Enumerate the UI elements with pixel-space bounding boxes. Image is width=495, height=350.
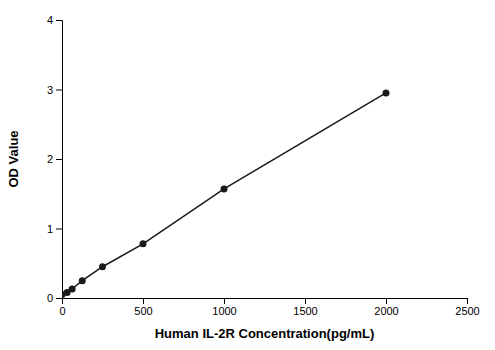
tick: 500 (134, 298, 152, 317)
tick-label: 3 (47, 84, 53, 96)
tick-mark (56, 298, 62, 299)
tick-mark (386, 298, 387, 304)
tick-label: 2000 (374, 305, 398, 317)
tick-label: 500 (134, 305, 152, 317)
tick: 3 (47, 84, 62, 96)
series (62, 89, 390, 298)
tick-mark (56, 90, 62, 91)
line (62, 93, 386, 295)
tick-mark (305, 298, 306, 304)
tick: 1500 (293, 298, 317, 317)
tick-mark (56, 159, 62, 160)
tick: 1000 (212, 298, 236, 317)
tick-label: 2500 (455, 305, 479, 317)
tick: 0 (47, 292, 62, 304)
point (383, 89, 390, 96)
tick: 2 (47, 153, 62, 165)
tick-label: 0 (59, 305, 65, 317)
point (99, 263, 106, 270)
point (221, 185, 228, 192)
point (69, 285, 76, 292)
tick-mark (224, 298, 225, 304)
tick-label: 1500 (293, 305, 317, 317)
axis-line (63, 299, 468, 305)
tick: 4 (47, 14, 62, 26)
tick-mark (56, 229, 62, 230)
tick: 1 (47, 223, 62, 235)
tick-label: 0 (47, 292, 53, 304)
y-axis: 0 1 2 3 4 (47, 14, 63, 304)
axis-line (56, 21, 63, 299)
plot: 0 500 1000 1500 2000 2500 0 1 2 3 4 (47, 14, 480, 317)
tick-mark (143, 298, 144, 304)
tick-label: 2 (47, 153, 53, 165)
point (79, 277, 86, 284)
x-axis: 0 500 1000 1500 2000 2500 (59, 298, 479, 317)
tick-label: 1 (47, 223, 53, 235)
tick-label: 1000 (212, 305, 236, 317)
tick-label: 4 (47, 14, 53, 26)
chart: 0 500 1000 1500 2000 2500 0 1 2 3 4 Human IL-2R Con… (0, 0, 495, 350)
x-axis-title: Human IL-2R Concentration(pg/mL) (155, 326, 375, 341)
point (140, 240, 147, 247)
tick-mark (467, 298, 468, 304)
tick: 2000 (374, 298, 398, 317)
tick: 0 (59, 298, 65, 317)
y-axis-title: OD Value (6, 130, 21, 187)
tick-mark (56, 20, 62, 21)
tick: 2500 (455, 298, 479, 317)
